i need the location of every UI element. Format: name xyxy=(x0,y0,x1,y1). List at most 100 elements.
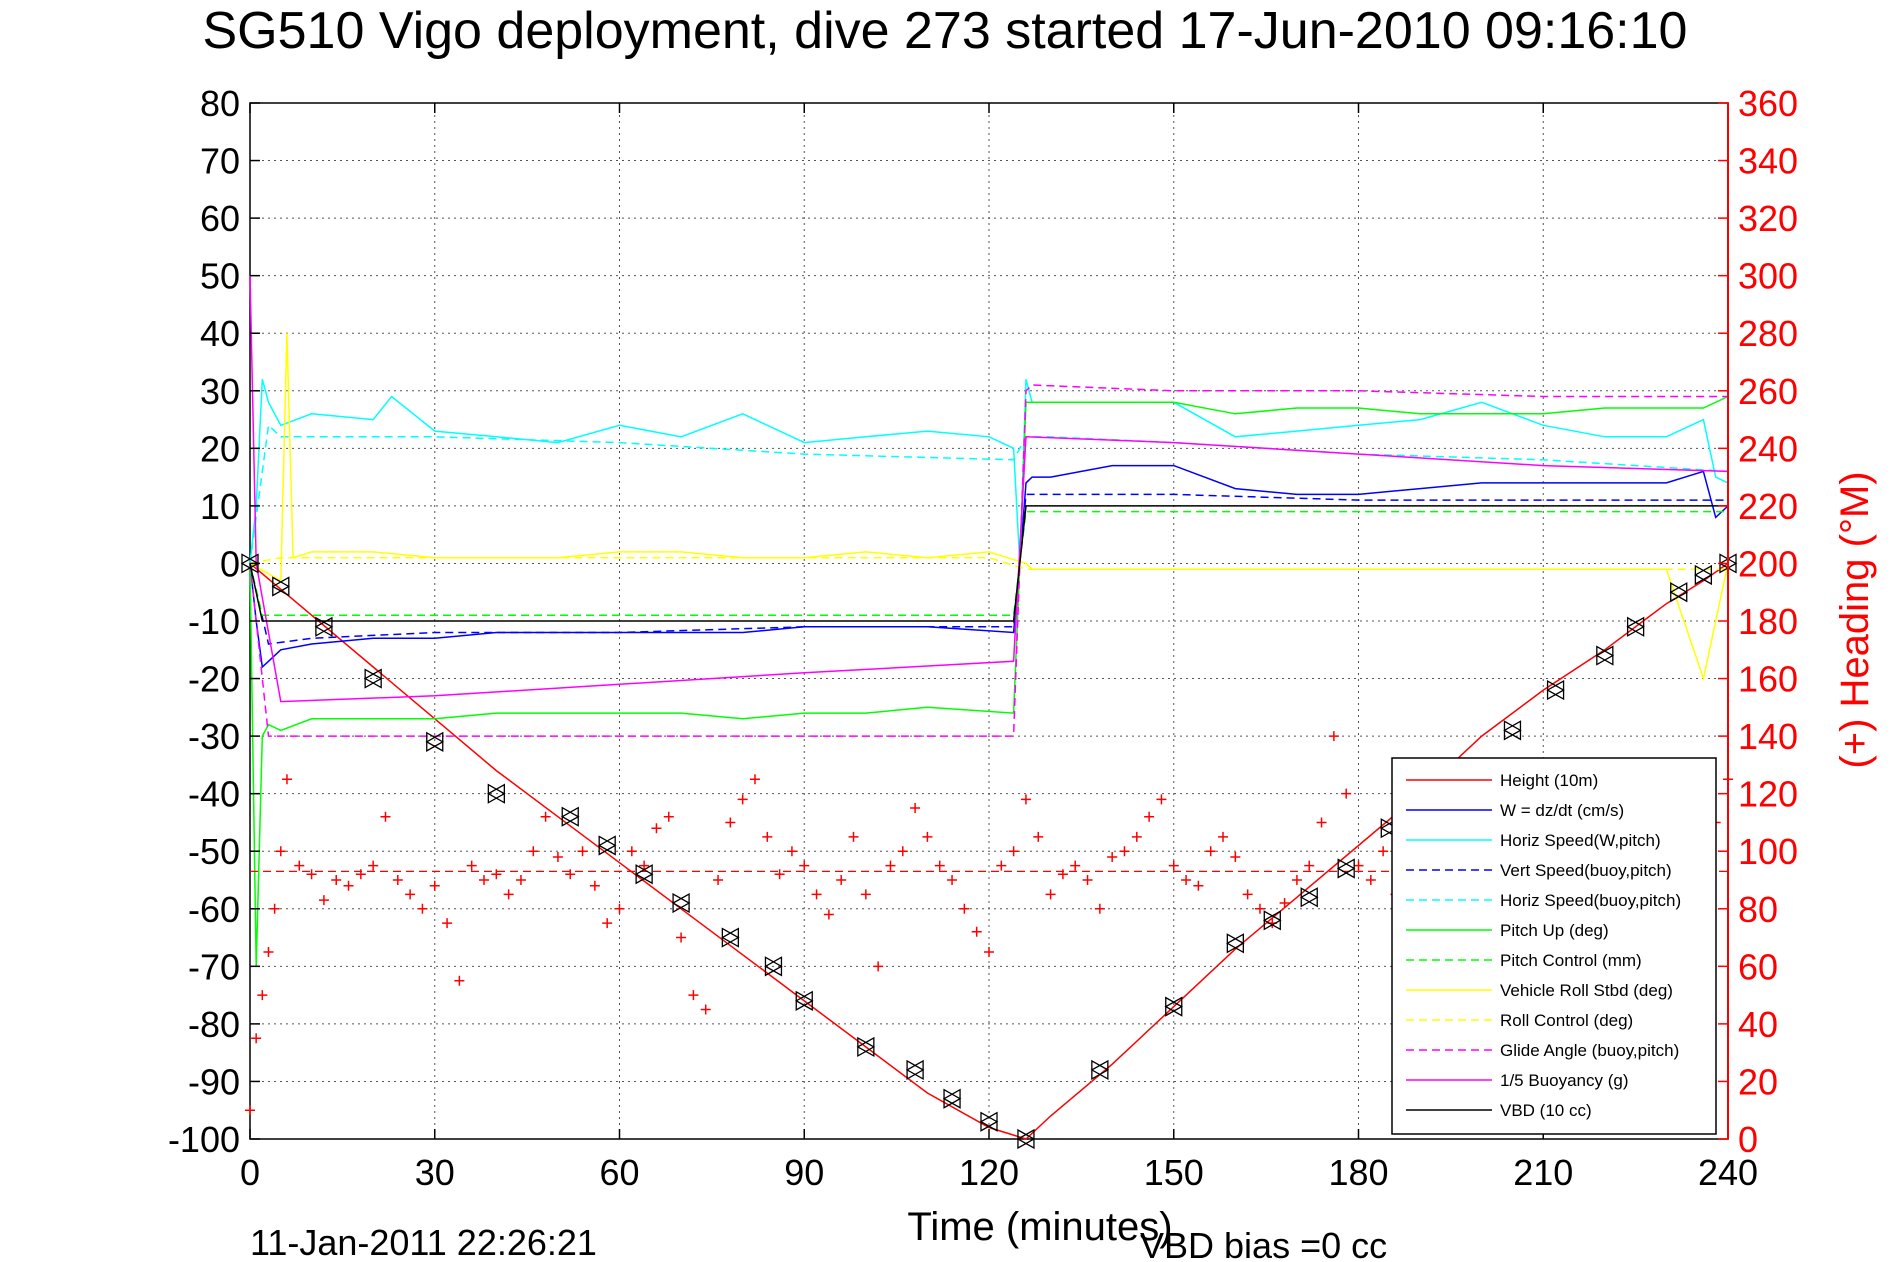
marker-point xyxy=(634,864,654,885)
heading-point xyxy=(429,880,440,891)
heading-point xyxy=(749,774,760,785)
heading-point xyxy=(614,903,625,914)
right-tick-label: 240 xyxy=(1738,428,1798,469)
y-tick-label: -70 xyxy=(188,946,240,987)
heading-point xyxy=(1218,831,1229,842)
marker-point xyxy=(1694,564,1713,586)
legend-label: Roll Control (deg) xyxy=(1500,1011,1633,1030)
y-tick-label: 20 xyxy=(200,428,240,469)
x-tick-label: 150 xyxy=(1144,1152,1204,1193)
heading-point xyxy=(257,990,268,1001)
y-tick-label: 0 xyxy=(220,543,240,584)
heading-point xyxy=(1291,875,1302,885)
heading-point xyxy=(1254,903,1265,914)
legend-box xyxy=(1391,757,1717,1135)
x-tick-label: 180 xyxy=(1328,1152,1388,1193)
marker-point xyxy=(671,892,691,914)
heading-point xyxy=(1193,880,1204,891)
marker-point xyxy=(271,576,291,597)
heading-point xyxy=(540,811,551,822)
marker-point xyxy=(856,1036,876,1058)
heading-point xyxy=(959,903,970,914)
heading-point xyxy=(552,851,563,862)
heading-point xyxy=(1008,846,1019,857)
y-tick-label: -100 xyxy=(168,1119,240,1160)
y-tick-label: 50 xyxy=(200,256,240,297)
y-tick-label: -10 xyxy=(188,601,240,642)
marker-point xyxy=(314,616,334,637)
footer-date: 11-Jan-2011 22:26:21 xyxy=(250,1222,597,1262)
heading-point xyxy=(503,889,514,900)
heading-point xyxy=(1156,794,1167,805)
series-line xyxy=(249,275,1729,703)
heading-point xyxy=(1365,875,1376,885)
marker-point xyxy=(487,783,506,804)
y-tick-label: 80 xyxy=(200,83,240,124)
y-tick-label: 40 xyxy=(200,313,240,354)
heading-point xyxy=(491,869,502,880)
series-line xyxy=(249,379,1729,564)
heading-point xyxy=(479,875,490,885)
heading-point xyxy=(306,869,317,880)
heading-point xyxy=(1328,731,1339,742)
heading-point xyxy=(774,869,785,880)
right-tick-label: 280 xyxy=(1738,313,1798,354)
heading-point xyxy=(1205,846,1216,857)
series-layer xyxy=(249,275,1729,1140)
heading-point xyxy=(1094,903,1105,914)
y-tick-label: 30 xyxy=(200,371,240,412)
right-tick-label: 140 xyxy=(1738,716,1798,757)
heading-point xyxy=(737,794,748,805)
y-tick-label: -60 xyxy=(188,889,240,930)
heading-point xyxy=(688,990,699,1001)
right-tick-label: 180 xyxy=(1738,601,1798,642)
heading-point xyxy=(1070,860,1081,871)
heading-point xyxy=(1316,817,1327,828)
right-tick-label: 20 xyxy=(1738,1061,1778,1102)
series-line xyxy=(249,395,1729,967)
heading-point xyxy=(836,875,847,885)
right-tick-label: 260 xyxy=(1738,371,1798,412)
heading-point xyxy=(848,831,859,842)
heading-point xyxy=(275,846,286,857)
heading-point xyxy=(392,875,403,885)
heading-point xyxy=(515,875,526,885)
heading-point xyxy=(762,831,773,842)
heading-point xyxy=(1341,788,1352,799)
right-tick-label: 80 xyxy=(1738,889,1778,930)
x-tick-label: 60 xyxy=(599,1152,639,1193)
marker-point xyxy=(794,990,814,1011)
y-tick-label: -90 xyxy=(188,1061,240,1102)
marker-point xyxy=(1546,679,1565,701)
heading-point xyxy=(528,846,539,857)
heading-point xyxy=(1082,875,1093,885)
heading-point xyxy=(934,860,945,871)
heading-point xyxy=(922,831,933,842)
heading-point xyxy=(589,880,600,891)
heading-point xyxy=(996,860,1007,871)
y-tick-label: -20 xyxy=(188,659,240,700)
right-tick-label: 340 xyxy=(1738,141,1798,182)
heading-point xyxy=(910,803,921,814)
legend-label: Horiz Speed(W,pitch) xyxy=(1500,831,1661,850)
heading-point xyxy=(1045,889,1056,900)
heading-point xyxy=(565,869,576,880)
heading-point xyxy=(1378,846,1389,857)
axes-layer: 0 30 60 90 120 150 180 210 24080706050403020100-… xyxy=(168,83,1798,1193)
series-line xyxy=(249,562,1729,1140)
marker-point xyxy=(979,1111,999,1132)
heading-point xyxy=(1168,860,1179,871)
heading-point xyxy=(663,811,674,822)
heading-point xyxy=(269,903,280,914)
heading-point xyxy=(1020,794,1031,805)
right-tick-label: 200 xyxy=(1738,543,1798,584)
marker-point xyxy=(1669,582,1689,603)
heading-point xyxy=(1107,851,1118,862)
marker-point xyxy=(560,806,580,827)
legend-label: Pitch Up (deg) xyxy=(1500,921,1609,940)
heading-point xyxy=(971,926,982,937)
right-tick-label: 100 xyxy=(1738,831,1798,872)
heading-point xyxy=(417,903,428,914)
x-tick-label: 240 xyxy=(1698,1152,1758,1193)
heading-point xyxy=(251,1033,262,1044)
